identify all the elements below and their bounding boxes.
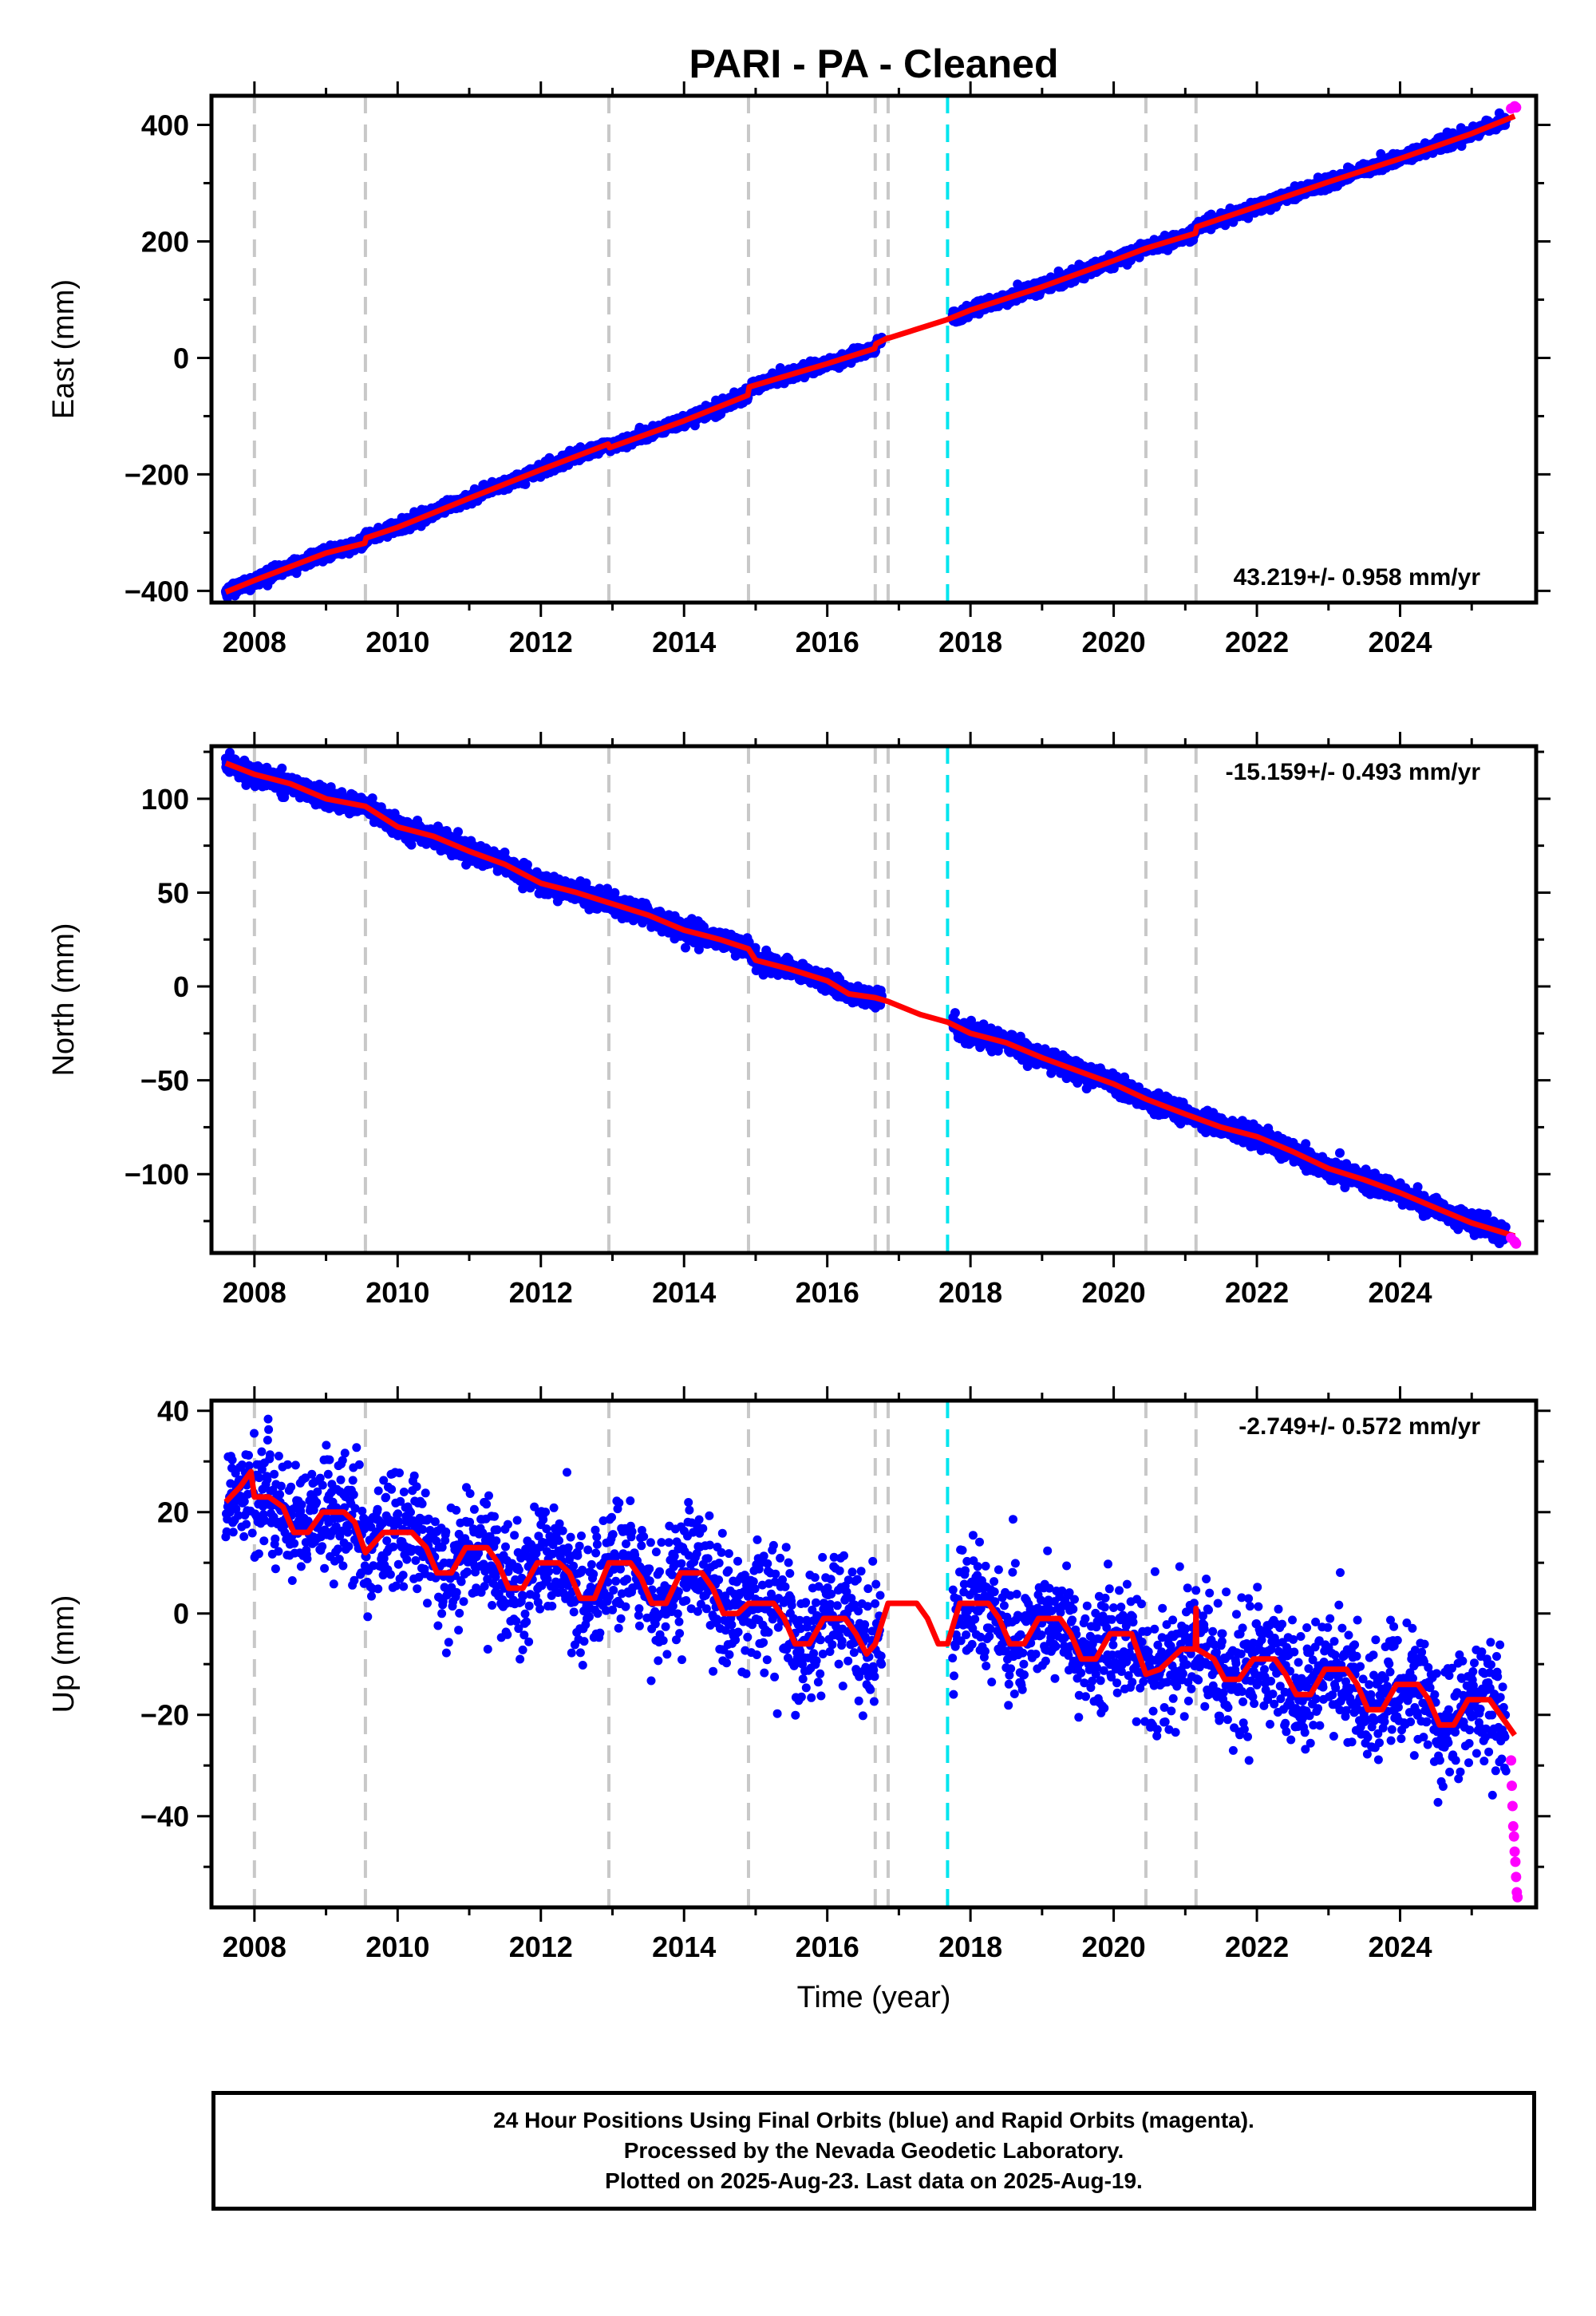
model-line xyxy=(224,113,1516,595)
observed-point xyxy=(277,763,287,773)
y-axis-label: East (mm) xyxy=(47,279,81,419)
observed-point xyxy=(406,840,417,850)
x-tick-label: 2014 xyxy=(652,626,716,658)
x-tick-label: 2008 xyxy=(223,626,286,658)
x-tick-label: 2020 xyxy=(1082,626,1146,658)
chart-title: PARI - PA - Cleaned xyxy=(689,41,1058,86)
north-panel: 2008 2010 2012 2014 2016 2018 2020 2022 2024−100… xyxy=(47,732,1551,1309)
y-tick-label: 0 xyxy=(173,342,189,374)
x-tick-label: 2022 xyxy=(1225,626,1289,658)
rate-label: 43.219+/- 0.958 mm/yr xyxy=(1234,564,1481,591)
east-frame xyxy=(209,93,1539,605)
y-tick-label: −200 xyxy=(124,458,189,491)
east-plot-area xyxy=(220,96,1522,603)
east-panel: 2008 2010 2012 2014 2016 2018 2020 2022 2024 −400… xyxy=(47,81,1551,658)
x-tick-label: 2024 xyxy=(1368,626,1432,658)
north-plot-area xyxy=(220,746,1522,1253)
observed-point xyxy=(367,793,377,804)
x-tick-label: 2010 xyxy=(365,626,429,658)
y-tick-label: −400 xyxy=(124,575,189,607)
y-tick-label: 400 xyxy=(141,109,189,141)
x-tick-label: 2018 xyxy=(938,626,1002,658)
rapid-orbit-point xyxy=(1511,102,1522,113)
y-tick-label: 200 xyxy=(141,225,189,258)
x-tick-label: 2016 xyxy=(796,626,859,658)
x-tick-label: 2012 xyxy=(509,626,573,658)
